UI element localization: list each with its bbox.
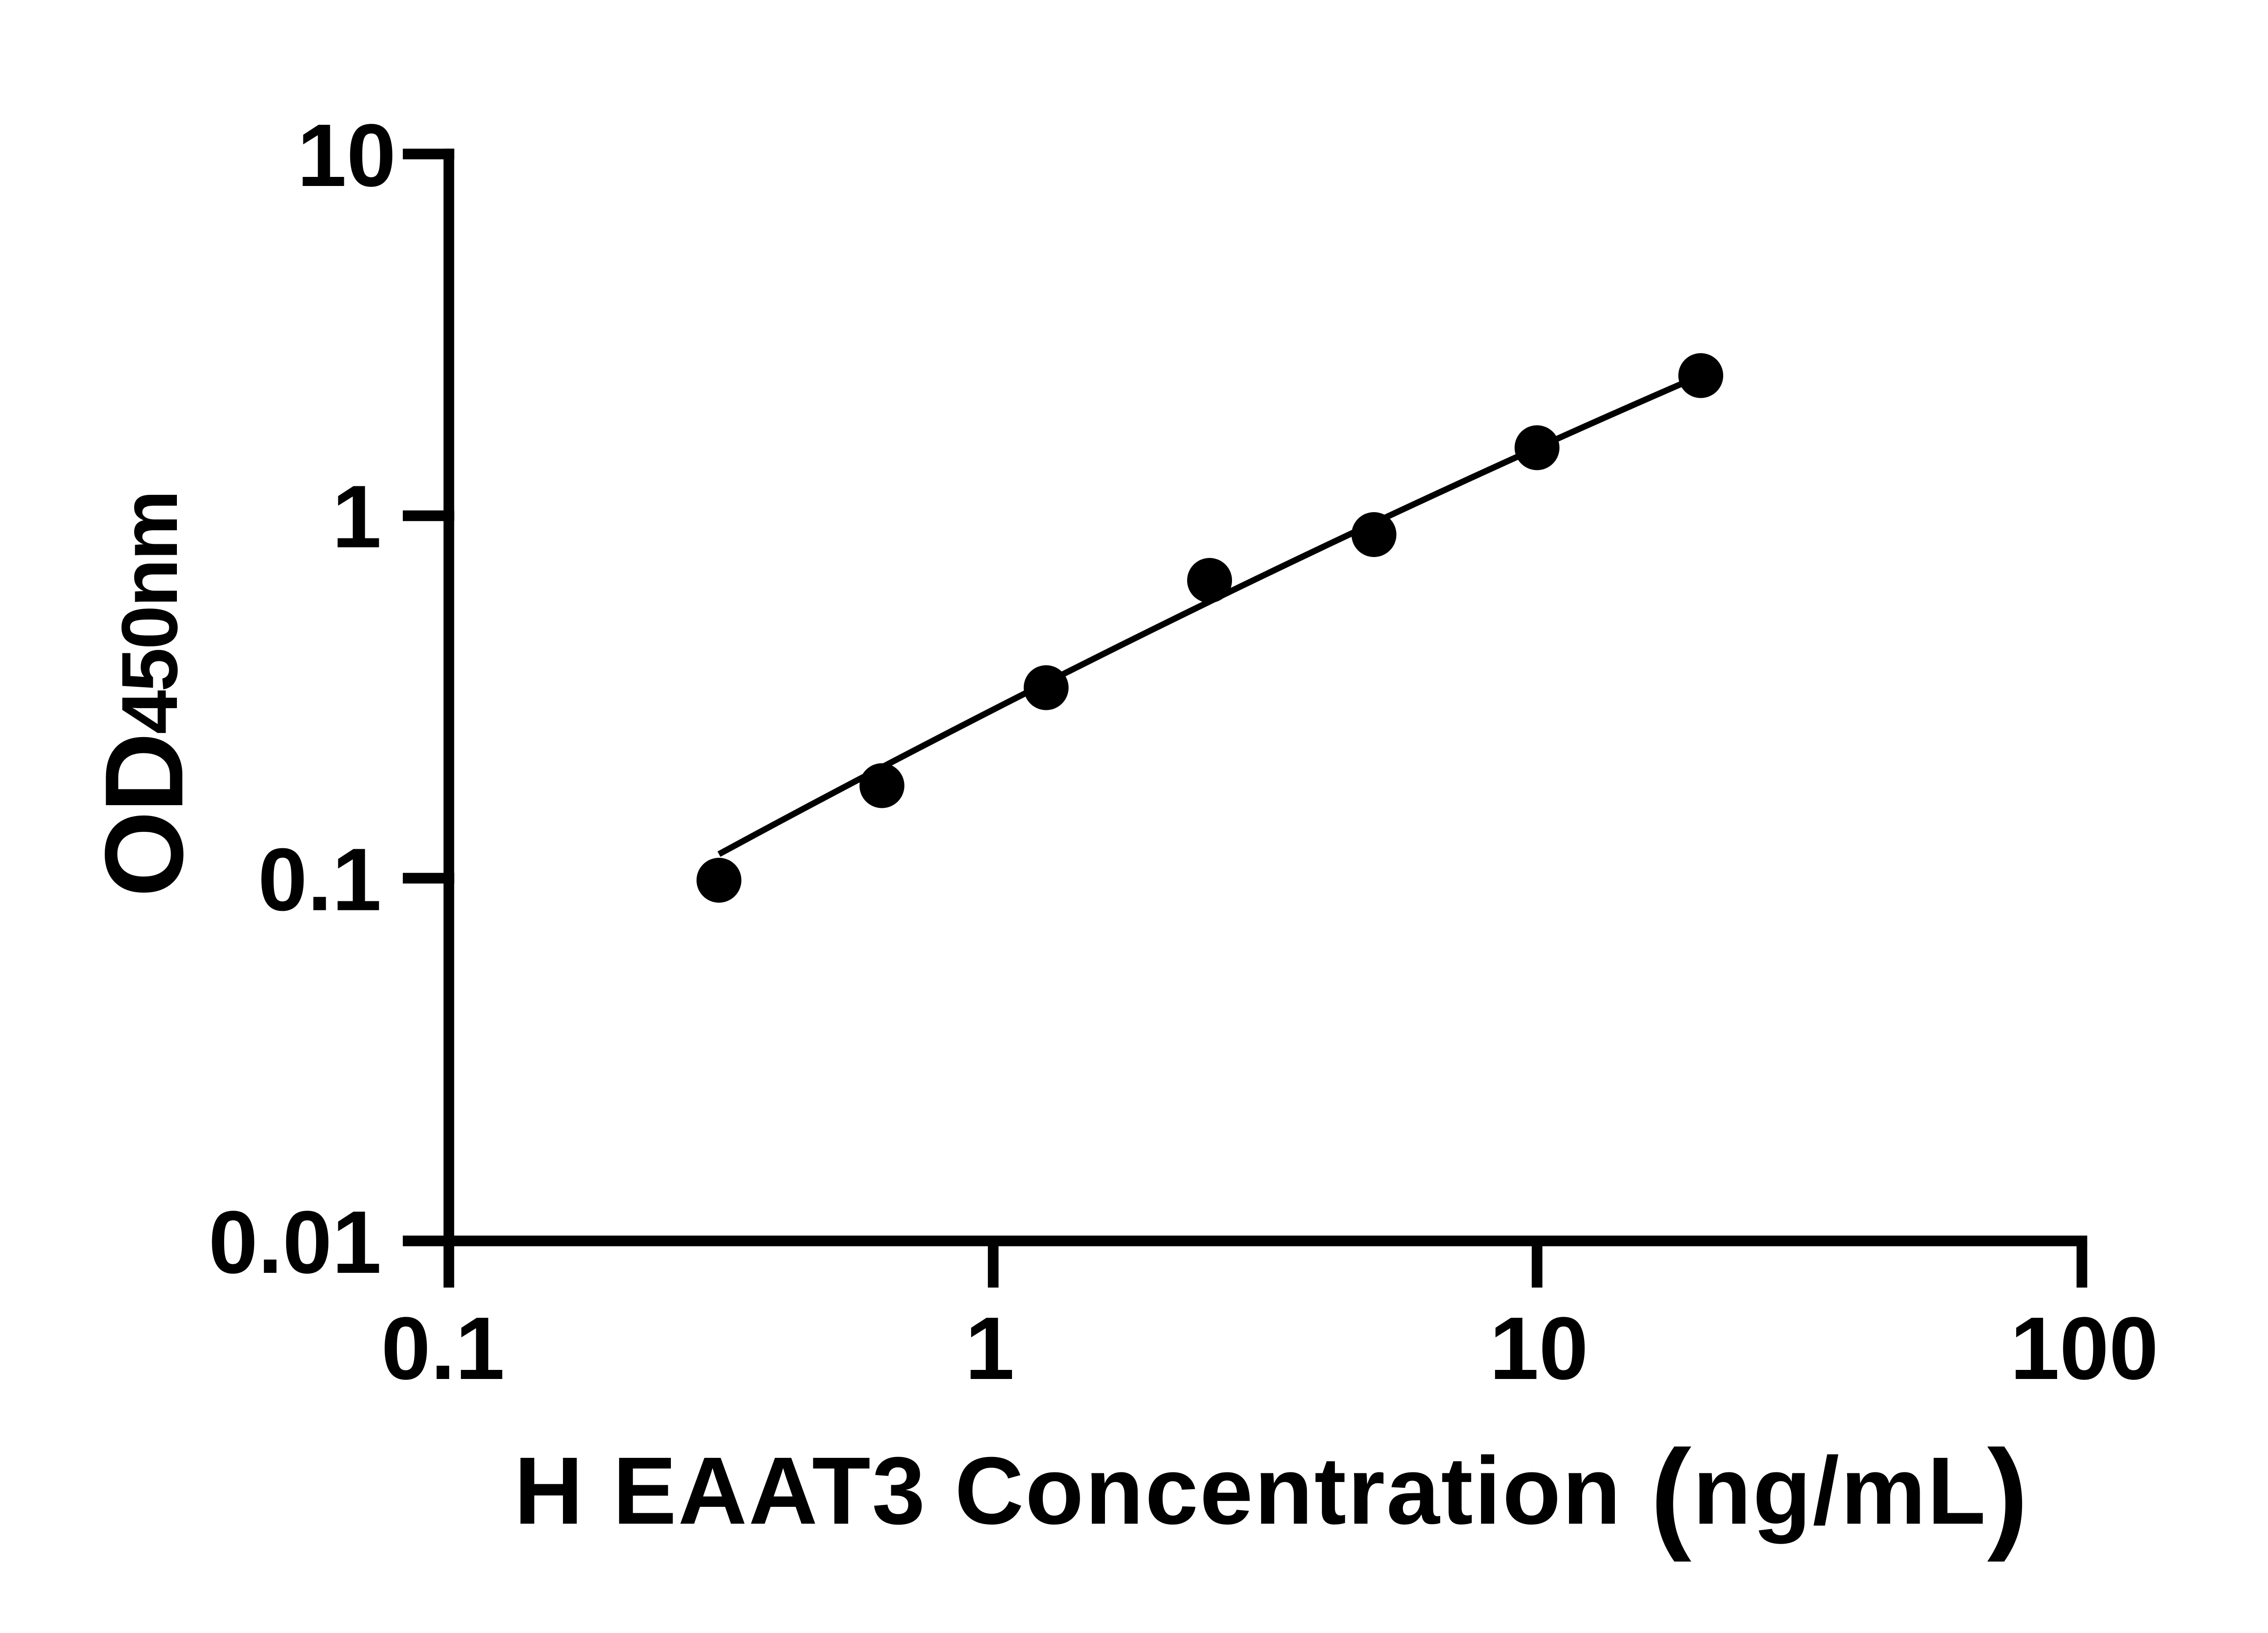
- svg-text:10: 10: [1490, 1299, 1589, 1398]
- svg-text:1: 1: [965, 1299, 1014, 1398]
- svg-text:1: 1: [332, 467, 381, 567]
- svg-text:100: 100: [2010, 1299, 2158, 1398]
- svg-text:H EAAT3 Concentration (ng/mL): H EAAT3 Concentration (ng/mL): [514, 1424, 2029, 1563]
- svg-text:0.1: 0.1: [381, 1299, 504, 1398]
- svg-text:OD450nm: OD450nm: [82, 492, 206, 897]
- svg-text:10: 10: [297, 106, 396, 205]
- svg-text:0.01: 0.01: [209, 1193, 381, 1292]
- svg-text:0.1: 0.1: [258, 830, 381, 929]
